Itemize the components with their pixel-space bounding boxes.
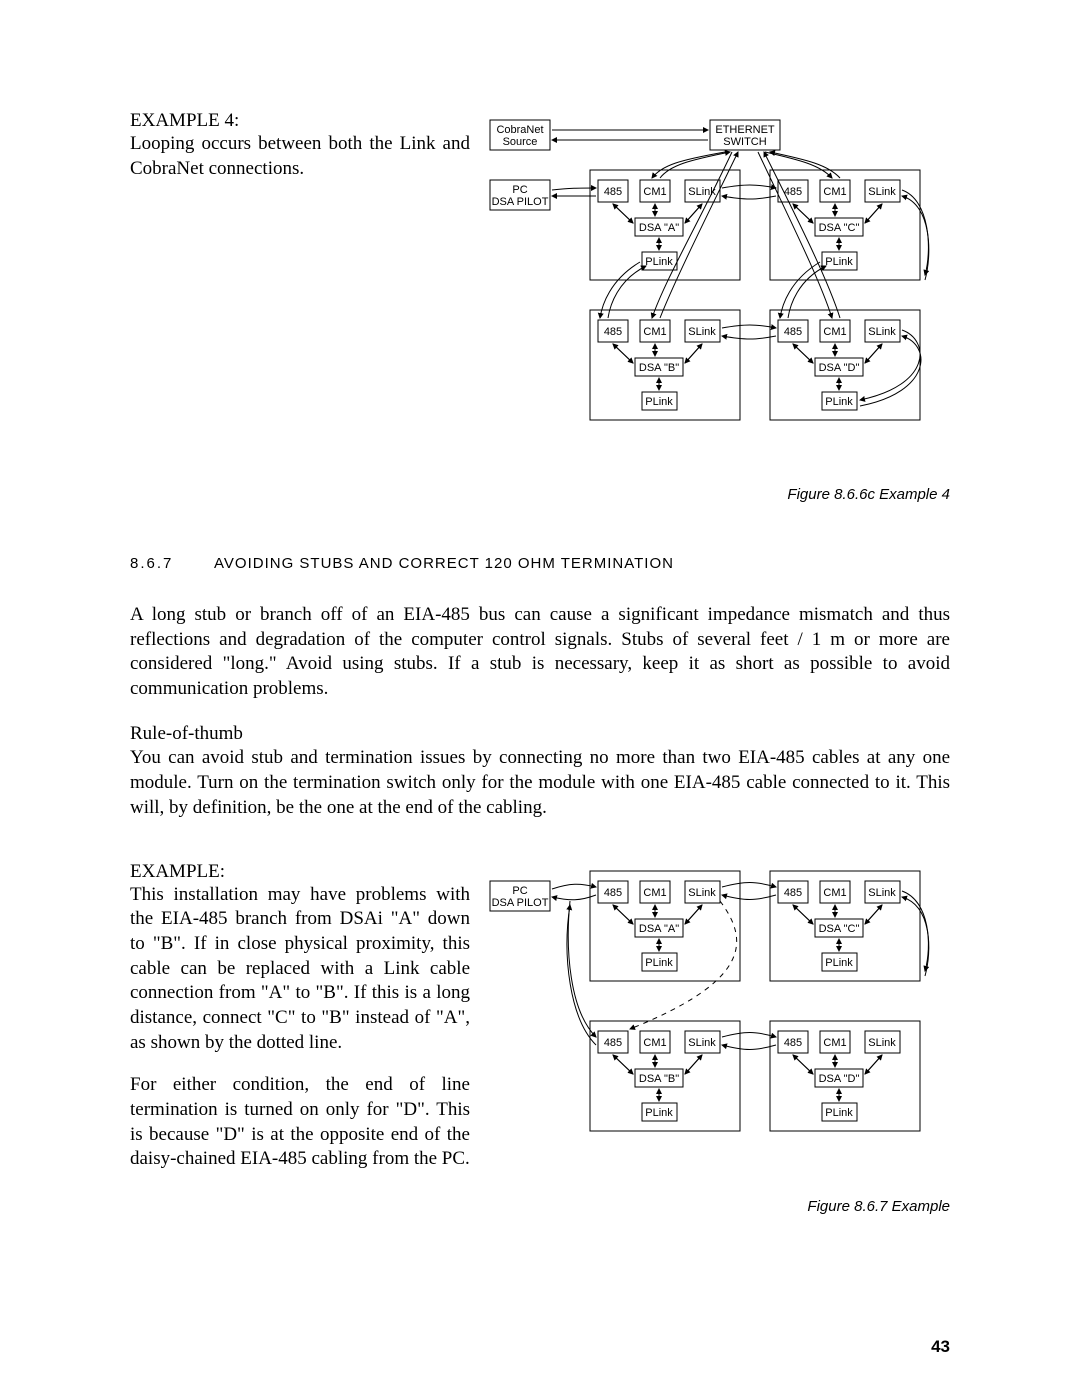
svg-text:DSA "D": DSA "D": [819, 362, 860, 374]
example5-text: EXAMPLE: This installation may have prob…: [130, 861, 470, 1173]
group-D2: 485 CM1 SLink DSA "D" PLink: [770, 1021, 920, 1131]
svg-text:PLink: PLink: [825, 396, 853, 408]
svg-text:485: 485: [784, 886, 802, 898]
example5-p2: For either condition, the end of line te…: [130, 1073, 470, 1172]
svg-text:SLink: SLink: [688, 1036, 716, 1048]
svg-text:485: 485: [784, 326, 802, 338]
section-867-heading: 8.6.7 AVOIDING STUBS AND CORRECT 120 OHM…: [130, 555, 950, 573]
svg-text:CM1: CM1: [643, 186, 666, 198]
svg-text:DSA "C": DSA "C": [819, 922, 860, 934]
svg-text:CM1: CM1: [823, 1036, 846, 1048]
group-C2: 485 CM1 SLink DSA "C" PLink: [770, 871, 920, 981]
svg-text:CM1: CM1: [643, 886, 666, 898]
fig-867-caption: Figure 8.6.7 Example: [807, 1198, 950, 1215]
lbl-switch: SWITCH: [723, 136, 766, 148]
lbl-dsapilot: DSA PILOT: [492, 196, 549, 208]
example4-text: EXAMPLE 4: Looping occurs between both t…: [130, 110, 470, 181]
sec867-p1: A long stub or branch off of an EIA-485 …: [130, 603, 950, 702]
rule-heading: Rule-of-thumb: [130, 722, 950, 747]
fig-866c-caption: Figure 8.6.6c Example 4: [787, 486, 950, 503]
example4-body: Looping occurs between both the Link and…: [130, 132, 470, 181]
svg-text:SLink: SLink: [868, 326, 896, 338]
svg-text:SLink: SLink: [868, 1036, 896, 1048]
page-number: 43: [931, 1337, 950, 1357]
lbl-pc: PC: [512, 184, 527, 196]
figure-867: PC DSA PILOT 485 CM1 SLink DSA "A" PLink: [470, 861, 950, 1166]
svg-text:CM1: CM1: [643, 1036, 666, 1048]
example4-row: EXAMPLE 4: Looping occurs between both t…: [130, 110, 950, 475]
svg-text:CM1: CM1: [823, 886, 846, 898]
svg-text:PLink: PLink: [645, 956, 673, 968]
svg-text:PLink: PLink: [825, 956, 853, 968]
page: EXAMPLE 4: Looping occurs between both t…: [0, 0, 1080, 1397]
lbl-ethernet: ETHERNET: [715, 124, 775, 136]
svg-text:PLink: PLink: [825, 1106, 853, 1118]
svg-text:PLink: PLink: [825, 256, 853, 268]
svg-text:485: 485: [784, 1036, 802, 1048]
svg-text:DSA PILOT: DSA PILOT: [492, 896, 549, 908]
lbl-cobranet: CobraNet: [496, 124, 543, 136]
example5-title: EXAMPLE:: [130, 861, 470, 883]
svg-text:PC: PC: [512, 884, 527, 896]
diagram-867: PC DSA PILOT 485 CM1 SLink DSA "A" PLink: [470, 861, 950, 1161]
svg-text:DSA "C": DSA "C": [819, 222, 860, 234]
svg-text:DSA "A": DSA "A": [639, 222, 679, 234]
svg-text:PLink: PLink: [645, 256, 673, 268]
rule-body: You can avoid stub and termination issue…: [130, 746, 950, 820]
svg-text:CM1: CM1: [823, 326, 846, 338]
section-title: AVOIDING STUBS AND CORRECT 120 OHM TERMI…: [214, 555, 674, 572]
svg-text:CM1: CM1: [643, 326, 666, 338]
group-B2: 485 CM1 SLink DSA "B" PLink: [590, 1021, 740, 1131]
example5-p1: This installation may have problems with…: [130, 883, 470, 1056]
group-D: 485 CM1 SLink DSA "D" PLink: [770, 310, 920, 420]
svg-text:CM1: CM1: [823, 186, 846, 198]
svg-text:485: 485: [604, 326, 622, 338]
group-A: 485 CM1 SLink DSA "A" PLink: [590, 170, 740, 280]
svg-text:485: 485: [604, 886, 622, 898]
group-B: 485 CM1 SLink DSA "B" PLink: [590, 310, 740, 420]
svg-text:PLink: PLink: [645, 396, 673, 408]
svg-text:485: 485: [604, 186, 622, 198]
section-num: 8.6.7: [130, 555, 210, 572]
svg-text:SLink: SLink: [688, 886, 716, 898]
svg-text:PLink: PLink: [645, 1106, 673, 1118]
svg-text:DSA "D": DSA "D": [819, 1072, 860, 1084]
lbl-source: Source: [503, 136, 538, 148]
example4-title: EXAMPLE 4:: [130, 110, 470, 132]
svg-text:485: 485: [784, 186, 802, 198]
diagram-866c: CobraNet Source ETHERNET SWITCH PC DSA P…: [470, 110, 950, 470]
group-A2: 485 CM1 SLink DSA "A" PLink: [590, 871, 740, 981]
svg-text:485: 485: [604, 1036, 622, 1048]
figure-866c: CobraNet Source ETHERNET SWITCH PC DSA P…: [470, 110, 950, 475]
example5-row: EXAMPLE: This installation may have prob…: [130, 861, 950, 1173]
svg-text:DSA "B": DSA "B": [639, 362, 679, 374]
svg-text:SLink: SLink: [868, 186, 896, 198]
svg-text:DSA "A": DSA "A": [639, 922, 679, 934]
svg-text:SLink: SLink: [688, 326, 716, 338]
svg-text:DSA "B": DSA "B": [639, 1072, 679, 1084]
svg-text:SLink: SLink: [868, 886, 896, 898]
